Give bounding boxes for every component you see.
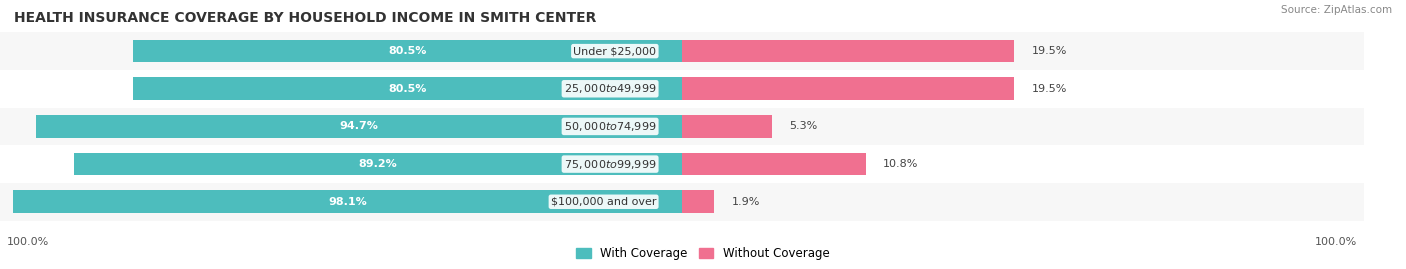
Text: 100.0%: 100.0% (1315, 237, 1357, 247)
Bar (682, 32, 1406, 70)
Text: $75,000 to $99,999: $75,000 to $99,999 (564, 158, 657, 171)
Text: 94.7%: 94.7% (340, 121, 378, 132)
Bar (37, 115, 682, 138)
Text: 80.5%: 80.5% (388, 84, 426, 94)
Text: HEALTH INSURANCE COVERAGE BY HOUSEHOLD INCOME IN SMITH CENTER: HEALTH INSURANCE COVERAGE BY HOUSEHOLD I… (14, 11, 596, 25)
Text: Under $25,000: Under $25,000 (574, 46, 657, 56)
Text: Source: ZipAtlas.com: Source: ZipAtlas.com (1281, 5, 1392, 15)
Text: 1.9%: 1.9% (731, 197, 759, 207)
Bar (13, 190, 682, 213)
Bar (682, 108, 1406, 145)
Text: 10.8%: 10.8% (883, 159, 918, 169)
Text: 98.1%: 98.1% (328, 197, 367, 207)
Bar (134, 40, 682, 62)
Legend: With Coverage, Without Coverage: With Coverage, Without Coverage (576, 247, 830, 260)
Bar (682, 77, 1014, 100)
Text: 19.5%: 19.5% (1032, 46, 1067, 56)
Bar (682, 70, 1406, 108)
Bar (682, 153, 866, 175)
Bar (682, 145, 1406, 183)
Text: 89.2%: 89.2% (359, 159, 396, 169)
Bar (682, 183, 1406, 221)
Text: 100.0%: 100.0% (7, 237, 49, 247)
Bar (0, 32, 682, 70)
Bar (0, 70, 682, 108)
Bar (73, 153, 682, 175)
Text: $100,000 and over: $100,000 and over (551, 197, 657, 207)
Bar (134, 77, 682, 100)
Text: $50,000 to $74,999: $50,000 to $74,999 (564, 120, 657, 133)
Text: 5.3%: 5.3% (789, 121, 817, 132)
Bar (682, 190, 714, 213)
Bar (0, 145, 682, 183)
Text: 19.5%: 19.5% (1032, 84, 1067, 94)
Text: 80.5%: 80.5% (388, 46, 426, 56)
Bar (682, 40, 1014, 62)
Bar (0, 183, 682, 221)
Text: $25,000 to $49,999: $25,000 to $49,999 (564, 82, 657, 95)
Bar (682, 115, 772, 138)
Bar (0, 108, 682, 145)
